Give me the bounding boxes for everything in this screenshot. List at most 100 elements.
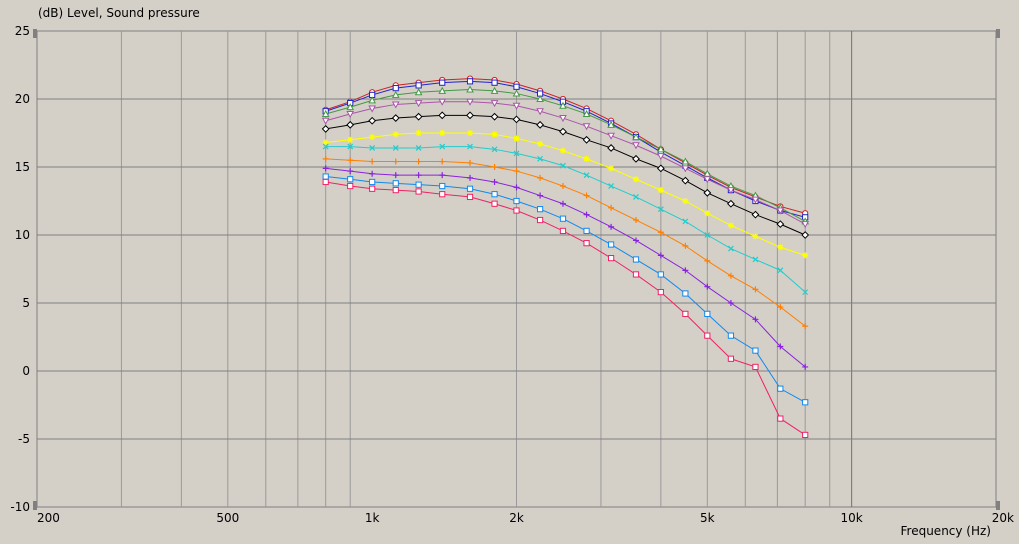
- data-point: [682, 267, 689, 274]
- data-point: [559, 200, 566, 207]
- data-point: [559, 101, 567, 109]
- y-tick-label: 25: [15, 24, 30, 38]
- data-point: [727, 187, 735, 195]
- data-point: [392, 131, 399, 138]
- data-point: [727, 272, 734, 279]
- data-point: [582, 123, 591, 131]
- data-point: [466, 85, 474, 93]
- data-point: [802, 289, 809, 296]
- data-point: [439, 172, 446, 179]
- data-point: [512, 115, 521, 124]
- y-tick-label: -5: [18, 432, 30, 446]
- data-point: [513, 184, 520, 191]
- y-tick-label: 15: [15, 160, 30, 174]
- data-point: [632, 271, 640, 278]
- x-axis-title: Frequency (Hz): [900, 524, 992, 538]
- data-point: [537, 216, 544, 224]
- data-point: [369, 185, 376, 192]
- data-point: [439, 143, 446, 150]
- x-tick-label: 20k: [992, 511, 1014, 525]
- data-point: [633, 193, 639, 200]
- data-point: [466, 98, 474, 106]
- data-point: [439, 130, 446, 136]
- data-point: [657, 187, 664, 194]
- data-point: [537, 206, 544, 213]
- data-point: [368, 105, 376, 113]
- data-point: [703, 176, 712, 184]
- data-point: [559, 215, 567, 222]
- data-point: [632, 237, 639, 244]
- data-point: [438, 86, 447, 94]
- data-point: [368, 116, 377, 125]
- data-point: [657, 289, 664, 296]
- data-point: [681, 176, 690, 185]
- data-point: [704, 257, 711, 264]
- data-point: [704, 332, 711, 339]
- data-point: [322, 178, 329, 186]
- data-point: [559, 227, 567, 235]
- data-point: [391, 90, 400, 98]
- data-point: [490, 86, 499, 94]
- data-point: [369, 158, 376, 165]
- data-point: [346, 103, 355, 111]
- data-point: [751, 210, 760, 219]
- data-point: [682, 310, 689, 317]
- data-point: [439, 79, 446, 86]
- data-point: [656, 164, 665, 173]
- data-point: [582, 135, 591, 144]
- data-point: [583, 211, 590, 218]
- data-point: [347, 157, 354, 164]
- data-point: [467, 174, 474, 181]
- data-point: [513, 83, 520, 90]
- data-point: [347, 143, 354, 150]
- data-point: [682, 242, 689, 249]
- data-point: [777, 343, 784, 350]
- y-tick-label: 0: [22, 364, 30, 378]
- data-point: [513, 168, 520, 175]
- data-point: [415, 82, 422, 89]
- data-point: [751, 196, 760, 204]
- data-point: [632, 154, 640, 163]
- data-point: [632, 217, 639, 224]
- data-point: [322, 173, 329, 180]
- data-point: [607, 241, 615, 248]
- data-point: [392, 85, 399, 92]
- x-tick-label: 200: [37, 511, 60, 525]
- data-point: [682, 290, 689, 297]
- data-point: [347, 136, 354, 143]
- data-point: [559, 147, 566, 154]
- data-point: [704, 210, 711, 217]
- data-point: [777, 304, 784, 311]
- data-point: [608, 223, 615, 230]
- data-point: [657, 206, 664, 213]
- data-point: [801, 221, 810, 229]
- data-point: [727, 222, 734, 229]
- data-point: [681, 165, 690, 173]
- data-point: [467, 143, 473, 150]
- data-point: [607, 132, 615, 140]
- data-point: [347, 176, 354, 183]
- data-point: [608, 204, 615, 211]
- data-point: [727, 332, 735, 339]
- data-point: [802, 399, 809, 406]
- data-point: [414, 100, 423, 108]
- data-point: [536, 120, 545, 129]
- data-point: [369, 170, 376, 177]
- data-point: [752, 286, 759, 293]
- data-point: [537, 192, 544, 199]
- data-point: [632, 176, 639, 183]
- data-point: [583, 227, 590, 235]
- data-point: [346, 110, 355, 119]
- x-tick-label: 2k: [509, 511, 524, 525]
- data-point: [369, 178, 376, 186]
- data-point: [467, 159, 474, 166]
- data-point: [777, 267, 784, 274]
- data-point: [467, 130, 474, 136]
- data-point: [490, 112, 499, 121]
- data-point: [490, 100, 499, 108]
- data-point: [438, 98, 447, 106]
- data-point: [583, 172, 590, 179]
- data-point: [537, 140, 544, 147]
- data-point: [657, 153, 665, 161]
- data-point: [369, 145, 376, 151]
